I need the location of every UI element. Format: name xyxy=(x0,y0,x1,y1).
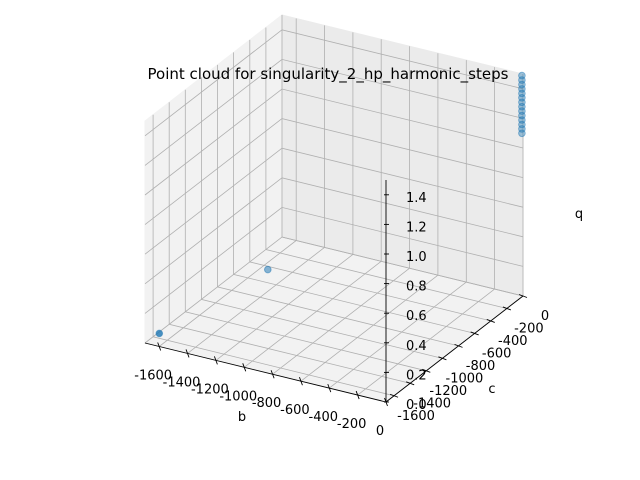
z-tick-label: 0.0 xyxy=(406,398,427,413)
y-tick-label: -400 xyxy=(498,334,528,349)
z-grid-line xyxy=(144,29,524,137)
x-axis-line xyxy=(144,342,387,403)
x-tick-mark xyxy=(355,390,360,400)
x-tick-label: -800 xyxy=(252,396,282,411)
y-tick-label: -600 xyxy=(482,346,512,361)
z-tick-label: 1.4 xyxy=(406,191,427,206)
data-points xyxy=(155,71,526,338)
data-point xyxy=(264,265,272,274)
z-tick-label: 1.2 xyxy=(406,220,427,235)
x-tick-mark xyxy=(270,370,275,379)
x-axis-label: b xyxy=(238,410,246,425)
z-grid-line xyxy=(144,88,524,196)
z-grid-line xyxy=(144,118,524,225)
z-tick-label: 0.2 xyxy=(406,368,427,383)
z-tick-label: 1.0 xyxy=(406,250,427,265)
x-tick-label: -1600 xyxy=(134,368,172,383)
data-point xyxy=(155,329,164,338)
y-tick-mark xyxy=(438,356,447,361)
z-grid-line xyxy=(144,147,524,255)
y-tick-label: -1000 xyxy=(446,371,484,386)
y-tick-mark xyxy=(470,331,479,336)
z-grid-line xyxy=(144,236,524,344)
y-tick-label: -1200 xyxy=(429,384,467,399)
data-point xyxy=(518,71,526,80)
axis-lines xyxy=(144,180,524,403)
x-tick-mark xyxy=(185,349,190,358)
y-tick-label: -1600 xyxy=(397,409,435,424)
z-grid-line xyxy=(144,177,524,285)
x-tick-mark xyxy=(299,377,303,386)
z-tick-label: 0.8 xyxy=(406,280,427,295)
grid-lines xyxy=(144,15,524,403)
x-tick-label: -1000 xyxy=(219,389,257,404)
y-tick-mark xyxy=(422,368,431,373)
y-tick-mark xyxy=(454,343,463,348)
y-axis-label: c xyxy=(488,382,495,397)
x-tick-label: -400 xyxy=(309,410,339,425)
x-tick-label: -200 xyxy=(337,417,367,432)
x-tick-mark xyxy=(157,342,162,351)
y-tick-label: -1400 xyxy=(413,396,451,411)
y-tick-label: -200 xyxy=(514,321,544,336)
z-axis-label: q xyxy=(575,207,583,222)
x-tick-label: -600 xyxy=(280,403,310,418)
z-grid-line xyxy=(144,58,524,166)
tick-labels: -1600-1400-1200-1000-800-600-400-200 0-16… xyxy=(134,191,549,439)
x-tick-label: -1400 xyxy=(163,375,201,390)
y-tick-mark xyxy=(406,381,415,386)
x-tick-mark xyxy=(242,363,247,372)
z-grid-line xyxy=(144,206,524,314)
x-tick-mark xyxy=(327,383,332,393)
y-tick-mark xyxy=(486,319,495,323)
x-tick-label: -1200 xyxy=(191,382,229,397)
z-tick-label: 0.6 xyxy=(406,309,427,324)
y-tick-mark xyxy=(389,393,399,398)
x-tick-label: 0 xyxy=(376,424,384,439)
axes-panes xyxy=(143,13,525,403)
z-tick-label: 0.4 xyxy=(406,339,427,354)
y-tick-label: 0 xyxy=(541,309,549,324)
x-tick-mark xyxy=(213,356,218,365)
y-tick-label: -800 xyxy=(466,359,496,374)
y-tick-mark xyxy=(518,294,528,298)
y-tick-mark xyxy=(502,306,512,311)
chart-title: Point cloud for singularity_2_hp_harmoni… xyxy=(148,65,509,84)
y-axis-line xyxy=(385,295,524,403)
